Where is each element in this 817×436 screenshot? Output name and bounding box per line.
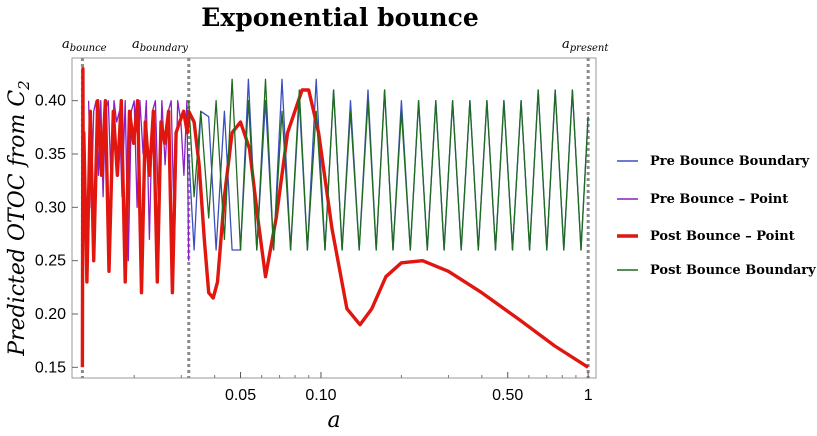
x-tick-label: 0.05 xyxy=(225,387,256,404)
marker-label-present: apresent xyxy=(562,37,609,54)
y-tick-label: 0.15 xyxy=(35,359,66,376)
vertical-marker-labels: abounce aboundary apresent xyxy=(62,37,609,54)
y-axis-label: Predicted OTOC from C2 xyxy=(5,80,33,356)
legend-label-1: Pre Bounce – Point xyxy=(650,192,788,207)
series-lines xyxy=(80,66,590,369)
x-tick-label: 0.50 xyxy=(492,387,523,404)
x-axis-ticks: 0.05 0.10 0.50 1 xyxy=(133,372,593,404)
y-tick-label: 0.20 xyxy=(35,306,66,323)
series-line-2 xyxy=(80,66,590,369)
legend-label-0: Pre Bounce Boundary xyxy=(650,154,810,169)
series-line-1 xyxy=(87,100,190,262)
marker-label-bounce: abounce xyxy=(62,37,107,54)
series-line-3 xyxy=(188,78,589,251)
x-tick-label: 0.10 xyxy=(305,387,336,404)
y-tick-label: 0.35 xyxy=(35,146,66,163)
legend-label-3: Post Bounce Boundary xyxy=(650,263,816,278)
y-tick-label: 0.25 xyxy=(35,253,66,270)
legend: Pre Bounce Boundary Pre Bounce – Point Pos… xyxy=(617,154,816,278)
marker-label-boundary: aboundary xyxy=(132,37,188,54)
plot-frame xyxy=(71,57,597,379)
x-tick-label: 1 xyxy=(584,387,593,404)
legend-label-2: Post Bounce – Point xyxy=(650,229,795,244)
chart-title: Exponential bounce xyxy=(201,3,478,32)
y-axis-ticks: 0.15 0.20 0.25 0.30 0.35 0.40 xyxy=(35,93,78,376)
y-tick-label: 0.30 xyxy=(35,199,66,216)
y-tick-label: 0.40 xyxy=(35,93,66,110)
x-axis-label: a xyxy=(327,408,340,433)
